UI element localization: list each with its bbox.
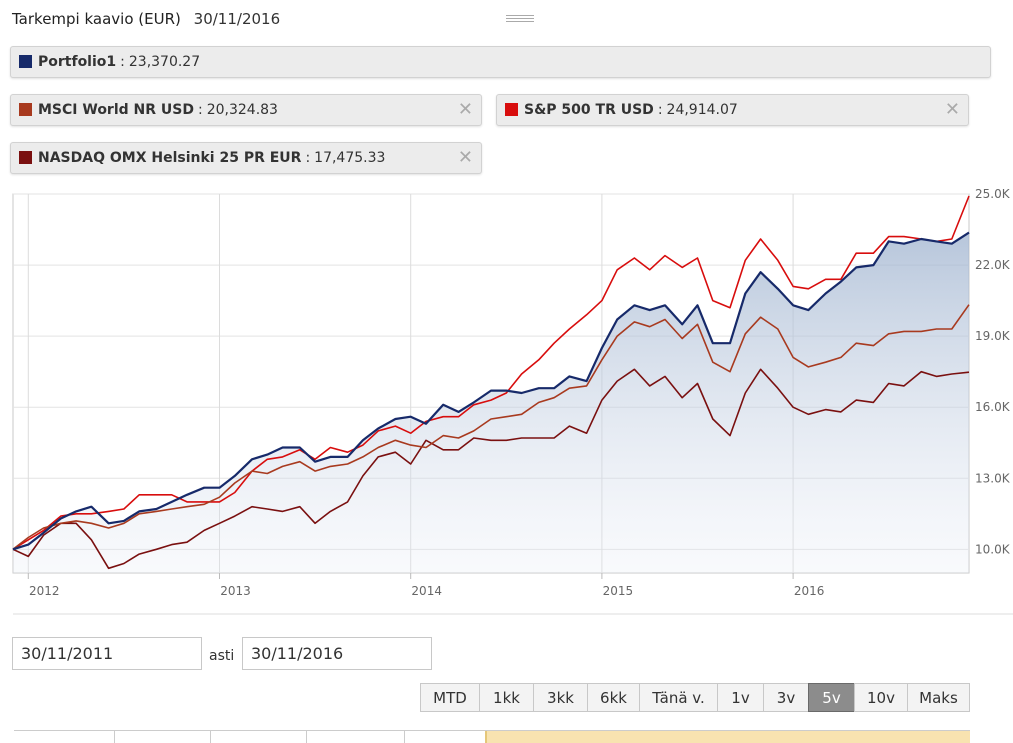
- series-line-msci-world-nr-usd[interactable]: [12, 304, 970, 550]
- x-tick-label: 2016: [794, 584, 825, 598]
- x-tick-label: 2013: [220, 584, 251, 598]
- legend-item-sp500[interactable]: S&P 500 TR USD:24,914.07 ✕: [496, 94, 969, 126]
- legend-name: MSCI World NR USD: [38, 102, 194, 118]
- close-icon[interactable]: ✕: [457, 99, 473, 120]
- y-tick-label: 16.0K: [975, 400, 1011, 414]
- range-selector: MTD 1kk 3kk 6kk Tänä v. 1v 3v 5v 10v Mak…: [420, 683, 970, 712]
- series-line-portfolio1[interactable]: [12, 231, 970, 551]
- to-label: asti: [209, 648, 235, 664]
- legend-value: 20,324.83: [206, 102, 278, 118]
- close-icon[interactable]: ✕: [944, 99, 960, 120]
- series-line-s-p-500-tr-usd[interactable]: [12, 195, 970, 550]
- legend-separator: :: [657, 102, 663, 118]
- chart-date: 30/11/2016: [193, 10, 281, 28]
- legend-value: 23,370.27: [128, 54, 201, 70]
- y-tick-label: 25.0K: [975, 187, 1011, 201]
- legend-name: Portfolio1: [38, 54, 117, 70]
- y-tick-label: 19.0K: [975, 329, 1011, 343]
- range-button-6kk[interactable]: 6kk: [587, 683, 640, 712]
- legend-item-nasdaq-helsinki[interactable]: NASDAQ OMX Helsinki 25 PR EUR:17,475.33 …: [10, 142, 482, 174]
- legend-separator: :: [305, 150, 311, 166]
- legend-item-portfolio1[interactable]: Portfolio1:23,370.27: [10, 46, 991, 78]
- range-button-ytd[interactable]: Tänä v.: [639, 683, 718, 712]
- range-button-5v[interactable]: 5v: [808, 683, 855, 712]
- to-date-input[interactable]: [242, 637, 432, 670]
- legend-name: NASDAQ OMX Helsinki 25 PR EUR: [38, 150, 302, 166]
- legend-swatch: [19, 55, 32, 68]
- range-button-10v[interactable]: 10v: [854, 683, 908, 712]
- legend-swatch: [505, 103, 518, 116]
- range-button-maks[interactable]: Maks: [907, 683, 970, 712]
- range-button-1v[interactable]: 1v: [717, 683, 764, 712]
- portfolio-area-fill: [13, 232, 969, 573]
- range-button-3v[interactable]: 3v: [763, 683, 809, 712]
- legend-separator: :: [197, 102, 203, 118]
- y-tick-label: 13.0K: [975, 471, 1011, 485]
- range-button-3kk[interactable]: 3kk: [533, 683, 588, 712]
- close-icon[interactable]: ✕: [457, 147, 473, 168]
- from-date-input[interactable]: [12, 637, 202, 670]
- series-line-nasdaq-omx-helsinki-25-pr-eur[interactable]: [12, 368, 970, 570]
- drag-handle-icon[interactable]: [506, 15, 534, 23]
- chart-title-text: Tarkempi kaavio (EUR): [12, 10, 181, 28]
- legend-item-msci-world[interactable]: MSCI World NR USD:20,324.83 ✕: [10, 94, 482, 126]
- y-tick-label: 10.0K: [975, 542, 1011, 556]
- x-tick-label: 2014: [411, 584, 442, 598]
- chart-title: Tarkempi kaavio (EUR) 30/11/2016: [12, 10, 280, 28]
- range-button-1kk[interactable]: 1kk: [479, 683, 534, 712]
- legend-separator: :: [120, 54, 125, 70]
- range-navigator[interactable]: [14, 730, 970, 743]
- legend-name: S&P 500 TR USD: [524, 102, 654, 118]
- legend-value: 17,475.33: [314, 150, 386, 166]
- legend-value: 24,914.07: [666, 102, 738, 118]
- x-tick-label: 2012: [29, 584, 60, 598]
- y-tick-label: 22.0K: [975, 258, 1011, 272]
- legend-swatch: [19, 151, 32, 164]
- navigator-selection[interactable]: [485, 731, 970, 743]
- range-button-mtd[interactable]: MTD: [420, 683, 480, 712]
- x-tick-label: 2015: [603, 584, 634, 598]
- line-chart: 10.0K 13.0K 16.0K 19.0K 22.0K 25.0K 2012 2013 20…: [12, 187, 1013, 615]
- legend-swatch: [19, 103, 32, 116]
